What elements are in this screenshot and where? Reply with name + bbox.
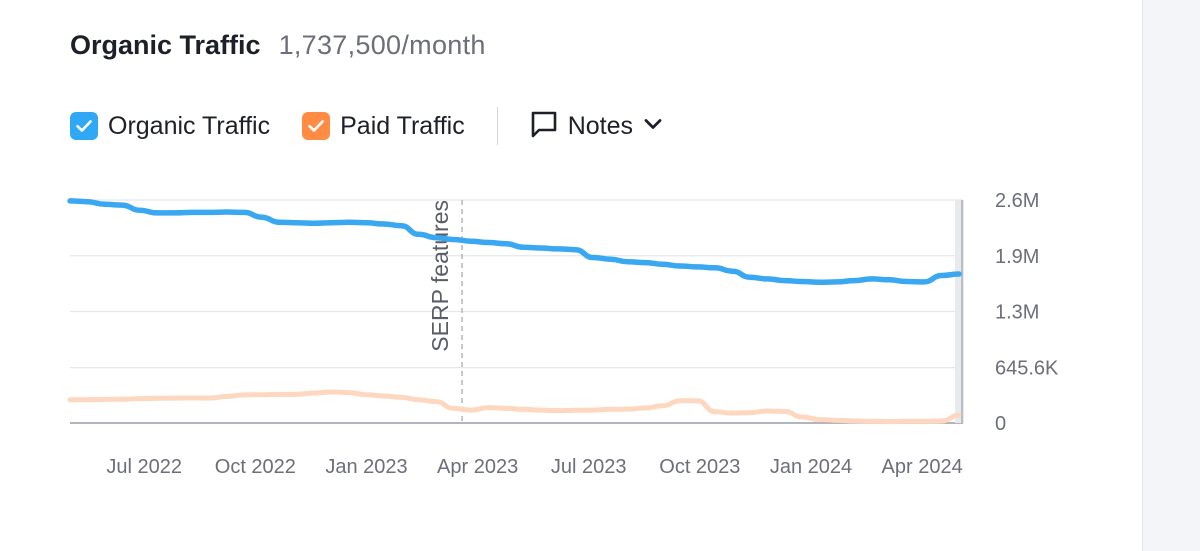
right-panel xyxy=(1142,0,1200,551)
x-tick-label-2: Jan 2023 xyxy=(325,456,407,478)
y-tick-label-2: 1.3M xyxy=(995,302,1039,324)
organic-checkbox-icon[interactable] xyxy=(70,112,98,140)
paid-checkbox-icon[interactable] xyxy=(302,112,331,140)
header: Organic Traffic 1,737,500/month xyxy=(70,30,486,61)
y-tick-label-4: 0 xyxy=(995,413,1006,435)
comment-icon xyxy=(530,110,558,143)
y-tick-label-0: 2.6M xyxy=(995,190,1039,212)
traffic-chart[interactable]: SERP features 2.6M 1.9M 1.3M 645.6K 0 Jul 2022… xyxy=(0,180,1142,490)
traffic-value: 1,737,500/month xyxy=(278,30,486,60)
legend-divider xyxy=(496,107,498,145)
y-tick-label-3: 645.6K xyxy=(995,358,1059,380)
chevron-down-icon xyxy=(643,117,663,136)
series-line-paid-traffic xyxy=(67,389,962,424)
y-tick-label-1: 1.9M xyxy=(995,246,1039,268)
x-tick-label-0: Jul 2022 xyxy=(106,456,182,478)
annotation-label-0: SERP features xyxy=(427,200,453,352)
x-tick-label-6: Jan 2024 xyxy=(770,456,852,478)
chart-legend: Organic Traffic Paid Traffic Notes xyxy=(70,107,663,145)
x-tick-label-1: Oct 2022 xyxy=(215,456,296,478)
legend-paid-traffic[interactable]: Paid Traffic xyxy=(302,112,465,141)
notes-dropdown[interactable]: Notes xyxy=(530,110,663,143)
x-tick-label-5: Oct 2023 xyxy=(659,456,740,478)
legend-paid-label: Paid Traffic xyxy=(340,111,465,140)
x-tick-label-4: Jul 2023 xyxy=(551,456,627,478)
x-tick-label-7: Apr 2024 xyxy=(882,456,963,478)
legend-organic-traffic[interactable]: Organic Traffic xyxy=(70,112,270,141)
series-line-organic-traffic xyxy=(67,198,962,286)
x-tick-label-3: Apr 2023 xyxy=(437,456,518,478)
hover-cursor-band xyxy=(955,200,964,423)
notes-label: Notes xyxy=(567,111,634,140)
page-title: Organic Traffic xyxy=(70,30,261,60)
legend-organic-label: Organic Traffic xyxy=(108,111,271,140)
